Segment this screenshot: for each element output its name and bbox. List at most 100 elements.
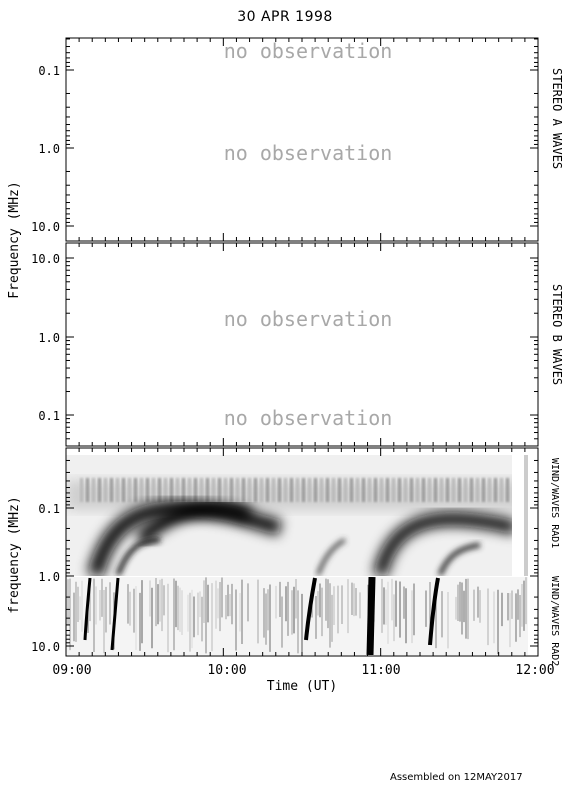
rad1-stripe bbox=[374, 478, 377, 502]
rad1-data-gap bbox=[512, 455, 524, 576]
assembled-footer: Assembled on 12MAY2017 bbox=[390, 772, 523, 783]
rad1-stripe bbox=[122, 478, 125, 502]
rad1-stripe bbox=[242, 478, 245, 502]
burst-rad2 bbox=[428, 577, 440, 646]
burst-c bbox=[316, 538, 346, 576]
wind-waves-panel: 0.1 1.0 10.0 frequency (MHz) WIND/WAVES … bbox=[7, 447, 560, 694]
rad1-stripe bbox=[134, 478, 137, 502]
rad1-stripe bbox=[86, 478, 89, 502]
y-tick-label: 1.0 bbox=[38, 570, 60, 584]
rad1-stripe bbox=[440, 478, 443, 502]
x-tick-label: 11:00 bbox=[361, 663, 400, 678]
burst-rad2 bbox=[110, 577, 120, 651]
rad1-stripe bbox=[98, 478, 101, 502]
rad1-stripe bbox=[356, 478, 359, 502]
rad1-stripe bbox=[110, 478, 113, 502]
rad1-stripe bbox=[248, 478, 251, 502]
rad2-spectrogram bbox=[66, 577, 528, 655]
rad1-stripe bbox=[482, 478, 485, 502]
no-observation-label: no observation bbox=[224, 406, 393, 430]
rad1-stripe bbox=[188, 478, 191, 502]
rad1-stripe bbox=[152, 478, 155, 502]
rad1-stripe bbox=[266, 478, 269, 502]
rad1-stripe bbox=[140, 478, 143, 502]
rad1-stripe bbox=[206, 478, 209, 502]
rad1-stripe bbox=[344, 478, 347, 502]
rad1-stripe bbox=[320, 478, 323, 502]
rad1-stripe bbox=[464, 478, 467, 502]
stereo-b-panel: 10.0 1.0 0.1 no observation no observati… bbox=[31, 242, 564, 447]
y-tick-label: 10.0 bbox=[31, 252, 60, 266]
rad1-stripe bbox=[194, 478, 197, 502]
rad1-stripe bbox=[296, 478, 299, 502]
rad1-stripe bbox=[218, 478, 221, 502]
rad1-edge bbox=[524, 455, 528, 576]
rad1-stripe bbox=[146, 478, 149, 502]
stereo-b-frame bbox=[65, 242, 539, 447]
rad1-stripe bbox=[254, 478, 257, 502]
rad1-stripe bbox=[170, 478, 173, 502]
rad1-stripe bbox=[314, 478, 317, 502]
panel-label-rad1: WIND/WAVES RAD1 bbox=[549, 458, 560, 548]
rad1-stripe bbox=[230, 478, 233, 502]
panel-label-stereo-a: STEREO A WAVES bbox=[550, 68, 564, 169]
rad1-stripe bbox=[362, 478, 365, 502]
no-observation-label: no observation bbox=[224, 39, 393, 63]
rad1-stripe bbox=[332, 478, 335, 502]
rad1-stripe bbox=[350, 478, 353, 502]
rad1-stripe bbox=[200, 478, 203, 502]
burst-a-core bbox=[135, 501, 253, 546]
burst-rad2 bbox=[83, 577, 92, 641]
rad1-stripe bbox=[176, 478, 179, 502]
rad1-stripe bbox=[452, 478, 455, 502]
rad1-stripe bbox=[500, 478, 503, 502]
burst-rad2-strong bbox=[366, 577, 376, 655]
no-observation-label: no observation bbox=[224, 141, 393, 165]
rad1-stripe bbox=[422, 478, 425, 502]
rad1-stripe bbox=[260, 478, 263, 502]
rad1-stripe bbox=[326, 478, 329, 502]
y-tick-label: 0.1 bbox=[38, 409, 60, 423]
rad1-stripe bbox=[476, 478, 479, 502]
rad1-stripe bbox=[302, 478, 305, 502]
rad1-stripe bbox=[428, 478, 431, 502]
burst-rad2 bbox=[304, 577, 317, 641]
stereo-a-panel: 0.1 1.0 10.0 no observation no observati… bbox=[31, 37, 564, 242]
y-tick-label: 10.0 bbox=[31, 220, 60, 234]
rad1-stripe bbox=[368, 478, 371, 502]
rad1-stripe bbox=[434, 478, 437, 502]
stereo-a-frame bbox=[65, 37, 539, 242]
rad1-stripe bbox=[470, 478, 473, 502]
y-tick-label: 0.1 bbox=[38, 502, 60, 516]
rad1-stripe bbox=[116, 478, 119, 502]
rad1-stripe bbox=[380, 478, 383, 502]
rad1-stripe bbox=[416, 478, 419, 502]
rad1-stripe bbox=[410, 478, 413, 502]
rad1-stripe bbox=[488, 478, 491, 502]
rad1-stripe bbox=[284, 478, 287, 502]
y-axis-label-top: Frequency (MHz) bbox=[7, 181, 22, 298]
rad1-stripe bbox=[80, 478, 83, 502]
y-tick-label: 1.0 bbox=[38, 331, 60, 345]
x-tick-label: 10:00 bbox=[207, 663, 246, 678]
rad1-stripe bbox=[458, 478, 461, 502]
no-observation-label: no observation bbox=[224, 307, 393, 331]
rad1-stripe bbox=[446, 478, 449, 502]
rad1-stripe bbox=[104, 478, 107, 502]
rad1-stripe bbox=[404, 478, 407, 502]
rad1-stripe bbox=[386, 478, 389, 502]
rad1-stripe bbox=[92, 478, 95, 502]
y-axis-label-bottom: frequency (MHz) bbox=[7, 496, 22, 613]
rad1-stripe bbox=[278, 478, 281, 502]
burst-d bbox=[373, 512, 518, 576]
rad1-stripe bbox=[182, 478, 185, 502]
rad1-stripe bbox=[164, 478, 167, 502]
burst-e bbox=[437, 542, 481, 576]
rad1-stripe bbox=[308, 478, 311, 502]
rad1-stripe bbox=[398, 478, 401, 502]
panel-label-stereo-b: STEREO B WAVES bbox=[550, 284, 564, 385]
rad2-background bbox=[66, 577, 528, 655]
rad1-stripe bbox=[128, 478, 131, 502]
rad1-stripe bbox=[272, 478, 275, 502]
